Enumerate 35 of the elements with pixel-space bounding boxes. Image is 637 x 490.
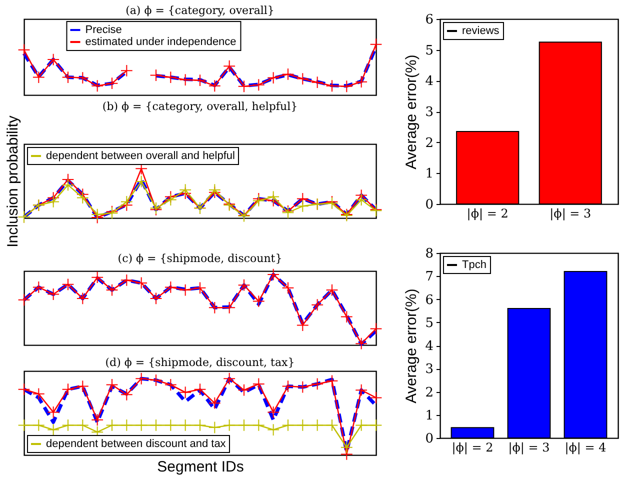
legend-label: Tpch — [462, 259, 486, 271]
chart-title: (c) ϕ = {shipmode, discount} — [118, 252, 282, 265]
legend-label: Precise — [85, 24, 122, 36]
x-tick-label: |ϕ| = 4 — [564, 440, 607, 454]
x-tick-label: |ϕ| = 3 — [550, 206, 592, 220]
legend-label: dependent between overall and helpful — [46, 150, 235, 162]
y-tick-label: 0 — [425, 432, 434, 446]
y-tick-label: 2 — [425, 136, 434, 151]
y-tick-label: 5 — [425, 43, 434, 58]
y-tick-label: 6 — [425, 292, 434, 308]
y-tick-label: 7 — [425, 270, 434, 285]
y-tick-label: 4 — [425, 74, 434, 90]
y-tick-label: 3 — [425, 105, 434, 120]
y-tick-label: 1 — [425, 166, 434, 182]
x-tick-label: |ϕ| = 2 — [452, 440, 494, 454]
x-tick-label: |ϕ| = 2 — [466, 206, 508, 220]
y-tick-label: 8 — [425, 246, 434, 262]
y-tick-label: 5 — [425, 316, 434, 331]
y-axis-title: Average error(%) — [403, 288, 420, 404]
y-tick-label: 2 — [425, 385, 434, 400]
y-tick-label: 1 — [425, 408, 434, 424]
chart-title: (d) ϕ = {shipmode, discount, tax} — [105, 356, 295, 369]
legend-label: estimated under independence — [85, 36, 236, 48]
y-tick-label: 3 — [425, 362, 434, 378]
x-axis-title: Segment IDs — [157, 458, 244, 476]
chart-title: (b) ϕ = {category, overall, helpful} — [102, 100, 298, 114]
x-tick-label: |ϕ| = 3 — [508, 440, 550, 454]
y-tick-label: 6 — [425, 12, 434, 28]
y-axis-title: Average error(%) — [403, 54, 420, 170]
y-tick-label: 0 — [425, 198, 434, 212]
y-tick-label: 4 — [425, 339, 434, 354]
y-axis-title: Inclusion probability — [4, 115, 22, 248]
chart-title: (a) ϕ = {category, overall} — [126, 4, 274, 17]
legend-label: reviews — [462, 25, 500, 37]
legend-label: dependent between discount and tax — [46, 438, 226, 450]
